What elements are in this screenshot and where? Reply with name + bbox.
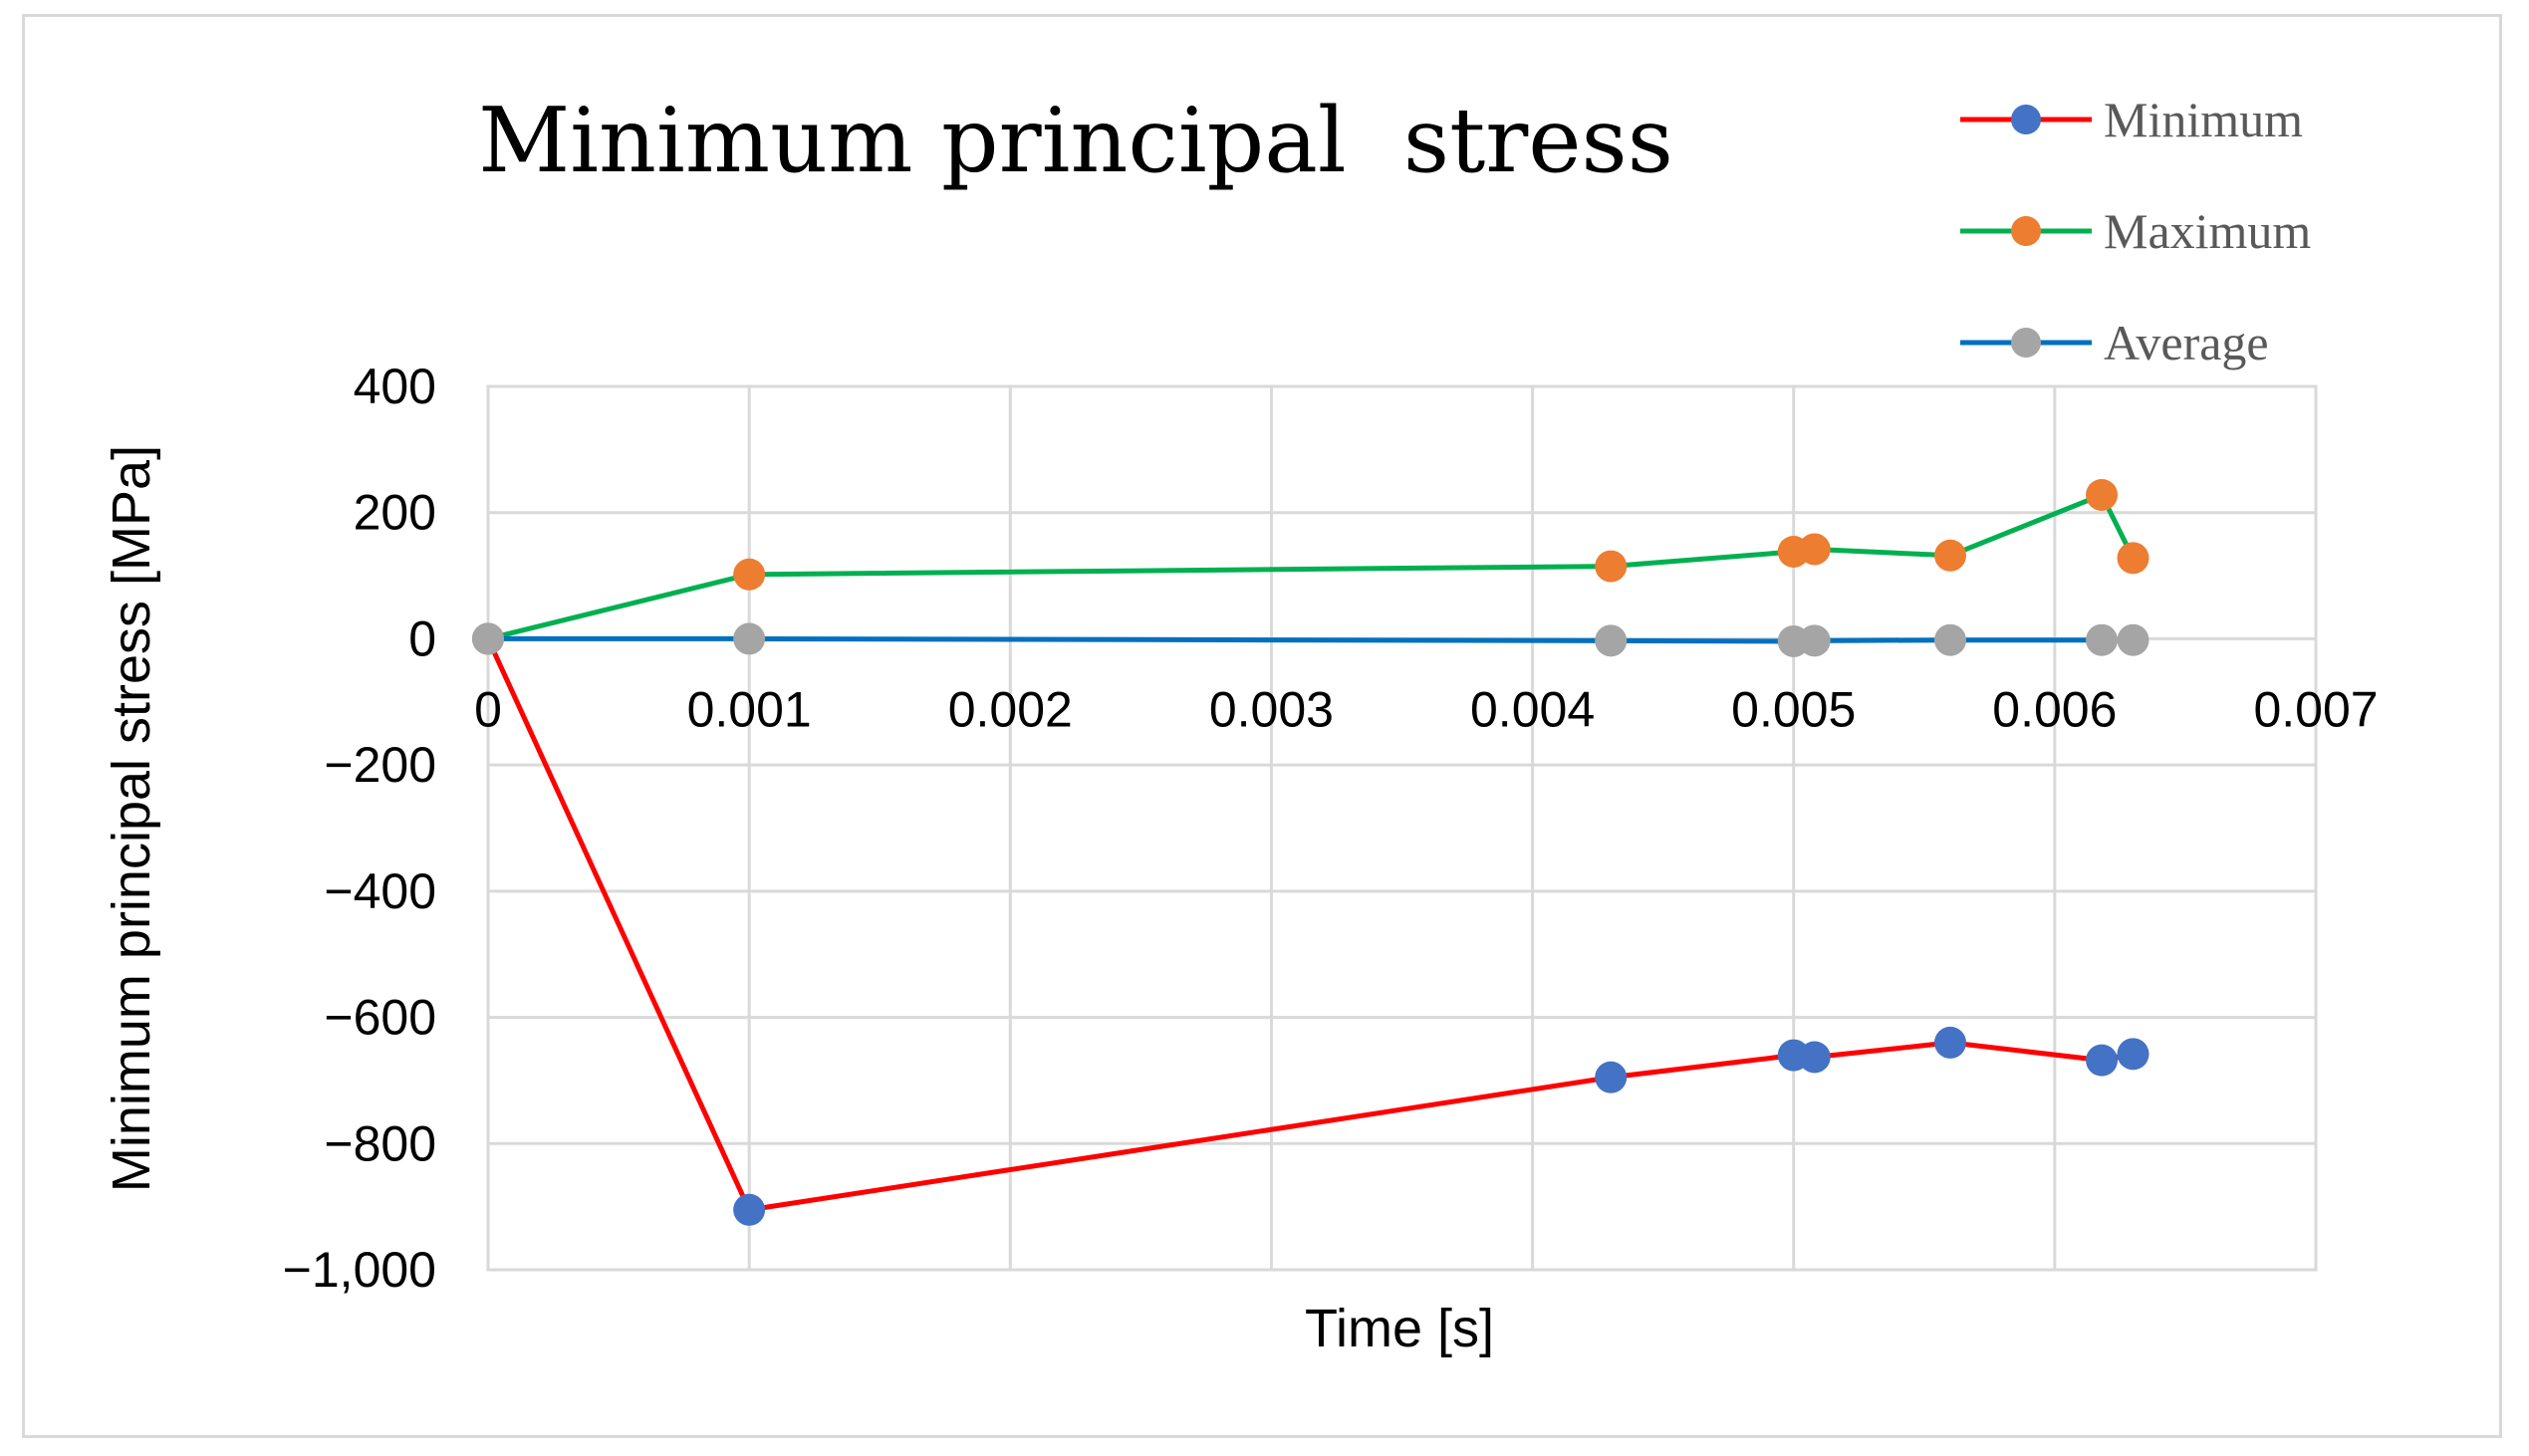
series-lines [485,492,2136,1213]
data-point-maximum [2117,542,2150,575]
chart-frame [22,14,2502,1438]
data-point-average [1934,623,1966,656]
data-point-maximum [733,558,766,591]
data-point-maximum [2086,478,2119,511]
x-axis-ticks: 0 0.001 0.002 0.003 0.004 0.005 0.006 0.007 [474,681,2378,737]
data-point-average [1798,624,1831,657]
legend-marker-minimum [2011,105,2041,134]
data-point-minimum [2117,1038,2150,1071]
data-point-minimum [1934,1026,1966,1059]
legend-label-maximum: Maximum [2104,203,2311,259]
x-tick-label: 0.002 [948,681,1073,737]
plot-area [486,384,2318,1272]
y-axis-ticks: 400 200 0 −200 −400 −600 −800 −1,000 [283,359,436,1298]
data-point-maximum [1798,533,1831,566]
y-tick-label: 400 [354,359,436,414]
x-tick-label: 0.001 [687,681,812,737]
data-point-minimum [1595,1061,1628,1093]
data-point-average [733,622,766,655]
x-tick-label: 0.006 [1992,681,2117,737]
series-line-maximum [487,492,2136,641]
x-tick-label: 0.007 [2253,681,2378,737]
legend-label-minimum: Minimum [2104,92,2303,147]
y-tick-label: 200 [354,485,436,541]
y-tick-label: −1,000 [283,1242,436,1298]
data-point-maximum [1934,539,1966,572]
data-point-minimum [733,1193,766,1226]
series-markers [472,478,2150,1226]
data-point-average [2117,623,2150,656]
x-tick-label: 0.003 [1209,681,1334,737]
y-tick-label: −800 [324,1115,436,1171]
y-tick-label: 0 [408,610,436,666]
plot-border [486,384,2318,1272]
data-point-average [472,622,504,655]
y-tick-label: −600 [324,990,436,1046]
y-axis-label: Minimum principal stress [MPa] [102,445,161,1192]
chart-title: Minimum principal stress [478,89,1673,193]
x-axis-label: Time [s] [1305,1299,1494,1358]
data-point-minimum [1798,1041,1831,1074]
data-point-maximum [1595,550,1628,583]
data-point-average [1595,624,1628,657]
y-tick-label: −200 [324,737,436,793]
data-point-average [2086,623,2119,656]
data-point-minimum [2086,1044,2119,1077]
legend-marker-average [2011,328,2041,358]
x-tick-label: 0.005 [1731,681,1856,737]
y-tick-label: −400 [324,863,436,919]
x-tick-label: 0 [474,681,502,737]
legend: Minimum Maximum Average [1960,92,2311,370]
legend-marker-maximum [2011,216,2041,246]
legend-label-average: Average [2104,315,2269,370]
x-tick-label: 0.004 [1470,681,1595,737]
